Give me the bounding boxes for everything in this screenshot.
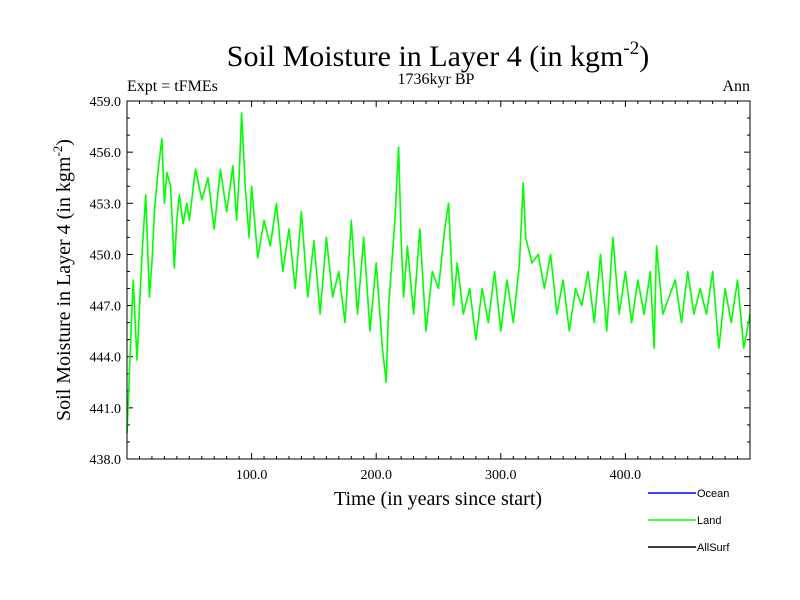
y-axis-label: Soil Moisture in Layer 4 (in kgm-2) <box>50 139 75 421</box>
data-series <box>126 112 751 434</box>
experiment-label: Expt = tFMEs <box>127 78 218 95</box>
chart-title: Soil Moisture in Layer 4 (in kgm-2) <box>227 38 649 73</box>
legend-label-ocean: Ocean <box>697 488 729 500</box>
x-tick-label: 100.0 <box>236 468 268 483</box>
chart-title-main: Soil Moisture in Layer 4 (in kgm <box>227 40 624 73</box>
y-tick-label: 447.0 <box>90 300 122 315</box>
y-tick-label: 450.0 <box>90 248 122 263</box>
y-tick-label: 441.0 <box>90 402 122 417</box>
y-axis-label-sup: -2 <box>50 146 65 157</box>
x-tick-label: 300.0 <box>485 468 517 483</box>
y-tick-label: 456.0 <box>90 146 122 161</box>
x-tick-label: 200.0 <box>360 468 392 483</box>
chart-subtitle: 1736kyr BP <box>398 71 475 88</box>
y-tick-label: 459.0 <box>90 95 122 110</box>
legend: Ocean Land AllSurf <box>648 488 730 554</box>
y-tick-label: 453.0 <box>90 197 122 212</box>
plot-frame <box>126 100 751 460</box>
y-axis-label-main: Soil Moisture in Layer 4 (in kgm <box>53 156 75 421</box>
season-label: Ann <box>722 78 750 95</box>
y-tick-label: 444.0 <box>90 351 122 366</box>
x-tick-label: 400.0 <box>610 468 642 483</box>
x-axis-label: Time (in years since start) <box>334 488 542 510</box>
legend-label-land: Land <box>697 515 721 527</box>
chart-title-sup: -2 <box>623 38 639 59</box>
chart-title-end: ) <box>639 40 649 73</box>
legend-label-allsurf: AllSurf <box>697 542 730 554</box>
series-line-land <box>126 112 751 434</box>
y-tick-label: 438.0 <box>90 453 122 468</box>
y-axis-label-end: ) <box>53 139 75 146</box>
